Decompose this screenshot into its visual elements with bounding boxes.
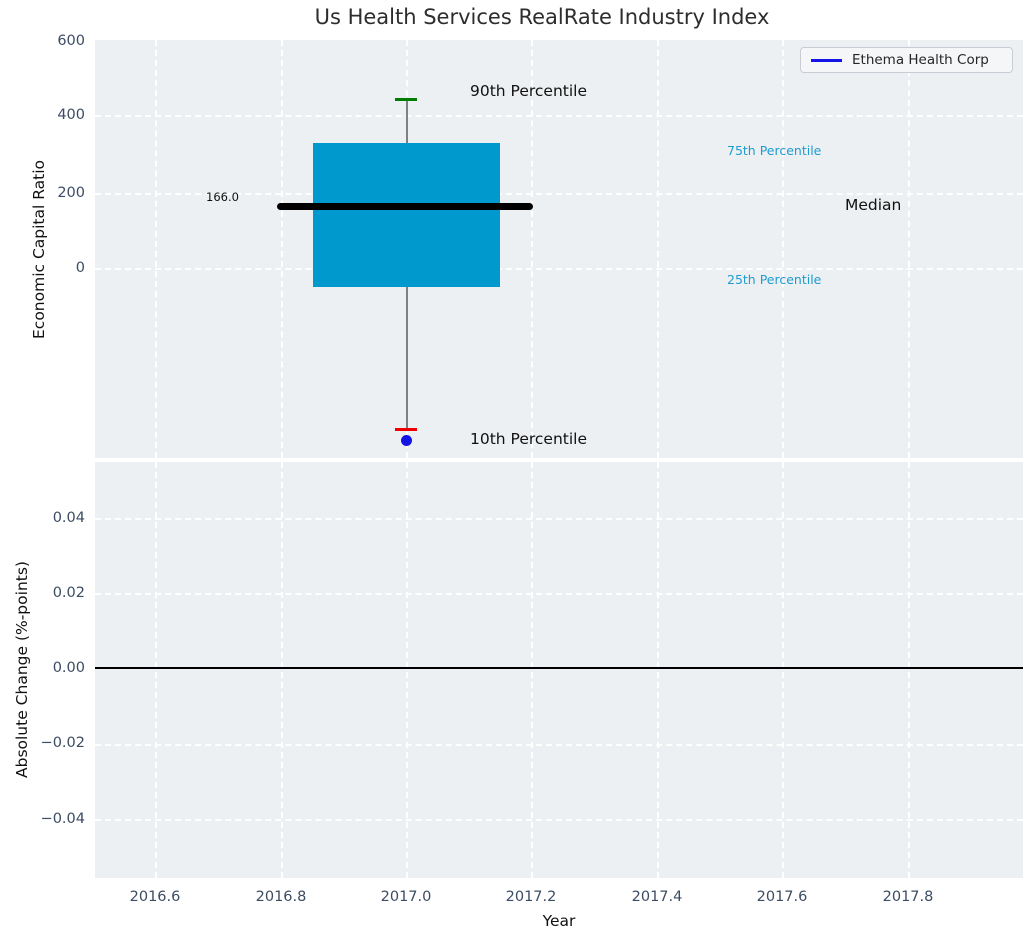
chart-title: Us Health Services RealRate Industry Ind… xyxy=(314,5,770,29)
gridline xyxy=(782,40,784,458)
gridline xyxy=(531,40,533,458)
interquartile-box xyxy=(313,143,500,287)
gridline xyxy=(95,268,1023,270)
x-tick: 2017.0 xyxy=(380,889,432,905)
p25-label: 25th Percentile xyxy=(727,272,822,287)
y-tick: 0.02 xyxy=(52,585,85,601)
x-tick: 2017.4 xyxy=(631,889,683,905)
bottom-y-axis-label: Absolute Change (%-points) xyxy=(13,561,31,779)
gridline xyxy=(95,819,1023,821)
x-tick: 2016.8 xyxy=(255,889,307,905)
y-tick: 600 xyxy=(57,33,85,49)
y-tick: 400 xyxy=(57,107,85,123)
gridline xyxy=(95,193,1023,195)
y-tick: 0.00 xyxy=(52,660,85,676)
legend-label: Ethema Health Corp xyxy=(852,52,989,68)
gridline xyxy=(657,462,659,878)
gridline xyxy=(155,462,157,878)
p10-label: 10th Percentile xyxy=(470,430,588,448)
x-tick: 2016.6 xyxy=(129,889,181,905)
p90-cap xyxy=(395,98,417,101)
gridline xyxy=(95,744,1023,746)
gridline xyxy=(908,40,910,458)
median-line xyxy=(277,203,533,210)
median-value-label: 166.0 xyxy=(206,190,239,204)
gridline xyxy=(782,462,784,878)
gridline xyxy=(95,518,1023,520)
gridline xyxy=(657,40,659,458)
x-tick: 2017.6 xyxy=(756,889,808,905)
p90-label: 90th Percentile xyxy=(470,82,588,100)
x-axis-label: Year xyxy=(542,912,576,930)
legend: Ethema Health Corp xyxy=(800,47,1013,73)
y-tick: 200 xyxy=(57,185,85,201)
median-label: Median xyxy=(845,196,902,214)
gridline xyxy=(531,462,533,878)
x-tick: 2017.2 xyxy=(505,889,557,905)
gridline xyxy=(908,462,910,878)
y-tick: 0 xyxy=(75,260,85,276)
gridline xyxy=(95,593,1023,595)
gridline xyxy=(155,40,157,458)
p75-label: 75th Percentile xyxy=(727,143,822,158)
zero-baseline xyxy=(95,667,1023,669)
y-tick: −0.02 xyxy=(40,735,85,751)
gridline xyxy=(281,40,283,458)
p10-cap xyxy=(395,428,417,431)
company-data-point xyxy=(401,435,412,446)
x-tick: 2017.8 xyxy=(882,889,934,905)
y-tick: 0.04 xyxy=(52,510,85,526)
legend-line-sample xyxy=(811,58,842,62)
gridline xyxy=(95,115,1023,117)
bottom-plot-area xyxy=(95,462,1023,878)
top-y-axis-label: Economic Capital Ratio xyxy=(30,159,48,339)
gridline xyxy=(281,462,283,878)
gridline xyxy=(406,462,408,878)
y-tick: −0.04 xyxy=(40,811,85,827)
top-plot-area: 166.0 90th Percentile 75th Percentile Me… xyxy=(95,40,1023,458)
